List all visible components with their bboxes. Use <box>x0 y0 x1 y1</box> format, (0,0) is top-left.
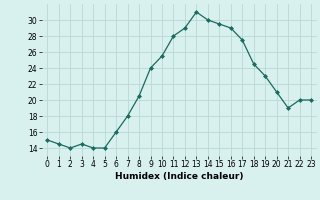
X-axis label: Humidex (Indice chaleur): Humidex (Indice chaleur) <box>115 172 244 181</box>
